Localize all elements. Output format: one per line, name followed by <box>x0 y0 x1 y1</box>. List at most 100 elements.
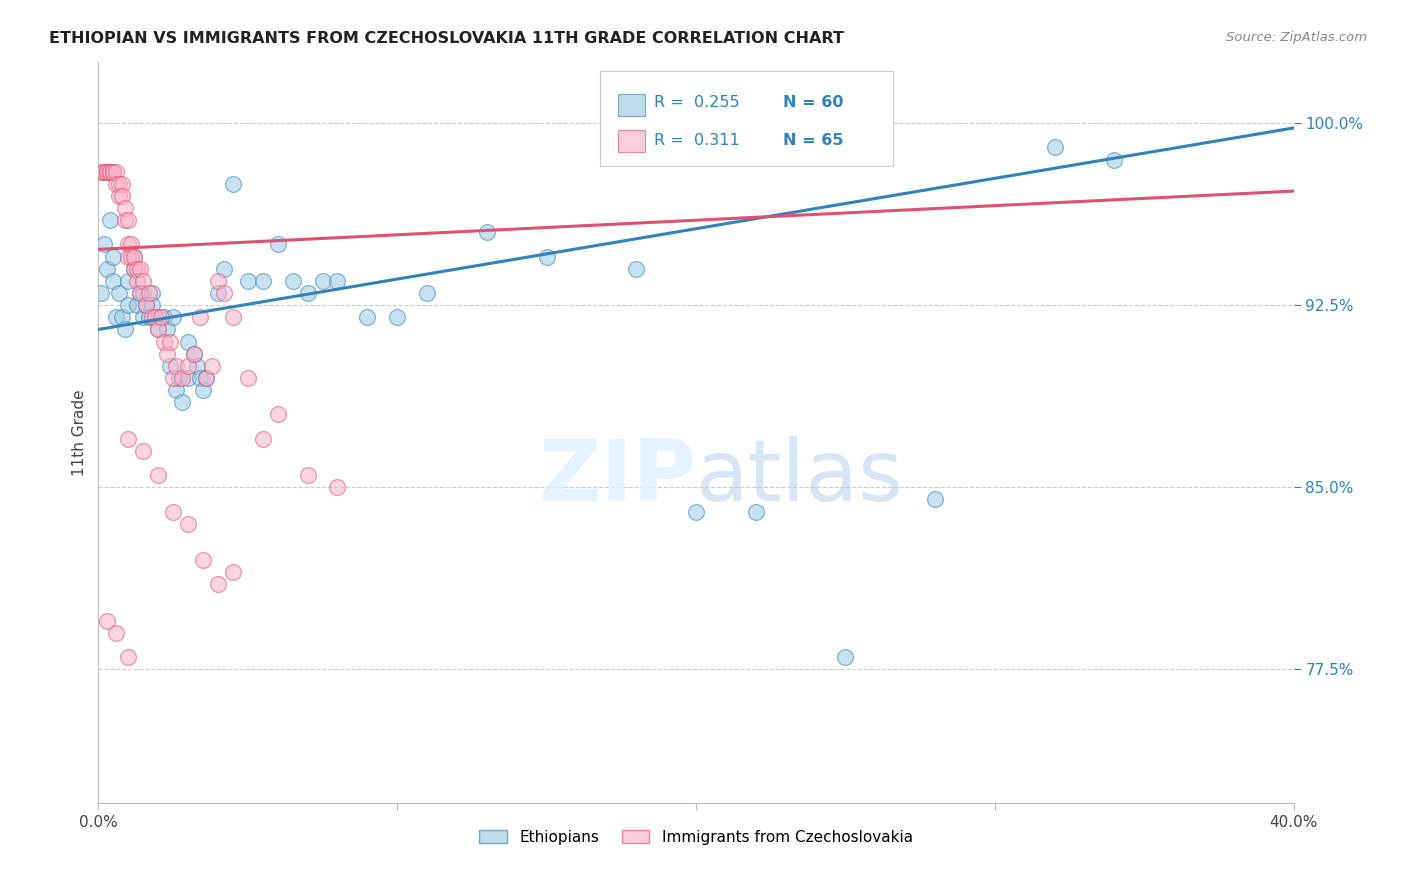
Point <box>153 310 176 325</box>
FancyBboxPatch shape <box>619 94 644 116</box>
Point <box>98 164 122 178</box>
Point <box>111 189 134 203</box>
Point <box>183 347 205 361</box>
Legend: Ethiopians, Immigrants from Czechoslovakia: Ethiopians, Immigrants from Czechoslovak… <box>474 823 918 851</box>
Point <box>117 650 139 665</box>
Text: N = 60: N = 60 <box>783 95 844 110</box>
Point <box>188 371 211 385</box>
Point <box>177 334 200 349</box>
Point <box>416 286 439 301</box>
Point <box>297 286 319 301</box>
Point <box>114 322 136 336</box>
Point <box>117 432 139 446</box>
Point <box>90 286 112 301</box>
Point <box>281 274 304 288</box>
Point <box>108 189 131 203</box>
Point <box>114 213 136 227</box>
Point <box>356 310 378 325</box>
Point <box>326 480 349 494</box>
Point <box>103 164 125 178</box>
Point <box>252 432 274 446</box>
Point <box>297 468 319 483</box>
Point <box>201 359 224 373</box>
Point <box>135 298 157 312</box>
Point <box>117 274 139 288</box>
Point <box>172 395 194 409</box>
Point <box>114 201 136 215</box>
Point <box>165 359 187 373</box>
Point <box>191 553 214 567</box>
Point <box>103 164 125 178</box>
Point <box>103 250 125 264</box>
Point <box>105 310 128 325</box>
Point <box>148 322 170 336</box>
Point <box>536 250 558 264</box>
Point <box>117 213 139 227</box>
Point <box>167 371 190 385</box>
Point <box>93 164 115 178</box>
Point <box>207 577 229 591</box>
Point <box>1104 153 1126 167</box>
Point <box>120 250 142 264</box>
Point <box>127 274 149 288</box>
Point <box>96 261 118 276</box>
Point <box>148 468 170 483</box>
Point <box>207 274 229 288</box>
Point <box>143 310 166 325</box>
Point <box>267 408 290 422</box>
Point <box>111 310 134 325</box>
Text: ETHIOPIAN VS IMMIGRANTS FROM CZECHOSLOVAKIA 11TH GRADE CORRELATION CHART: ETHIOPIAN VS IMMIGRANTS FROM CZECHOSLOVA… <box>49 31 844 46</box>
Point <box>108 286 131 301</box>
Point <box>212 286 235 301</box>
Point <box>150 310 173 325</box>
Point <box>156 322 179 336</box>
Point <box>385 310 409 325</box>
Point <box>124 261 146 276</box>
Point <box>685 504 707 518</box>
Point <box>159 334 181 349</box>
Point <box>132 310 155 325</box>
Point <box>98 164 122 178</box>
Point <box>834 650 856 665</box>
Point <box>222 565 245 579</box>
Point <box>120 237 142 252</box>
Y-axis label: 11th Grade: 11th Grade <box>72 389 87 476</box>
Point <box>138 286 160 301</box>
Point <box>626 261 648 276</box>
Text: atlas: atlas <box>696 435 904 518</box>
Point <box>124 250 146 264</box>
Point <box>96 614 118 628</box>
Point <box>148 310 170 325</box>
Point <box>188 310 211 325</box>
Point <box>103 274 125 288</box>
Point <box>924 492 946 507</box>
Point <box>108 177 131 191</box>
Point <box>129 261 152 276</box>
Text: N = 65: N = 65 <box>783 133 844 148</box>
Point <box>127 261 149 276</box>
Point <box>105 164 128 178</box>
Point <box>124 250 146 264</box>
Point <box>132 286 155 301</box>
Point <box>153 334 176 349</box>
Point <box>475 225 498 239</box>
Point <box>96 164 118 178</box>
Point <box>191 383 214 397</box>
Point <box>159 359 181 373</box>
Point <box>132 274 155 288</box>
Point <box>90 164 112 178</box>
Point <box>105 626 128 640</box>
Point <box>177 516 200 531</box>
Point <box>141 286 163 301</box>
Point <box>132 443 155 458</box>
Text: R =  0.311: R = 0.311 <box>654 133 740 148</box>
Point <box>267 237 290 252</box>
Point <box>195 371 218 385</box>
Point <box>148 322 170 336</box>
Point <box>141 298 163 312</box>
FancyBboxPatch shape <box>600 71 893 166</box>
Point <box>105 177 128 191</box>
Point <box>117 237 139 252</box>
Point <box>127 298 149 312</box>
Point <box>129 286 152 301</box>
